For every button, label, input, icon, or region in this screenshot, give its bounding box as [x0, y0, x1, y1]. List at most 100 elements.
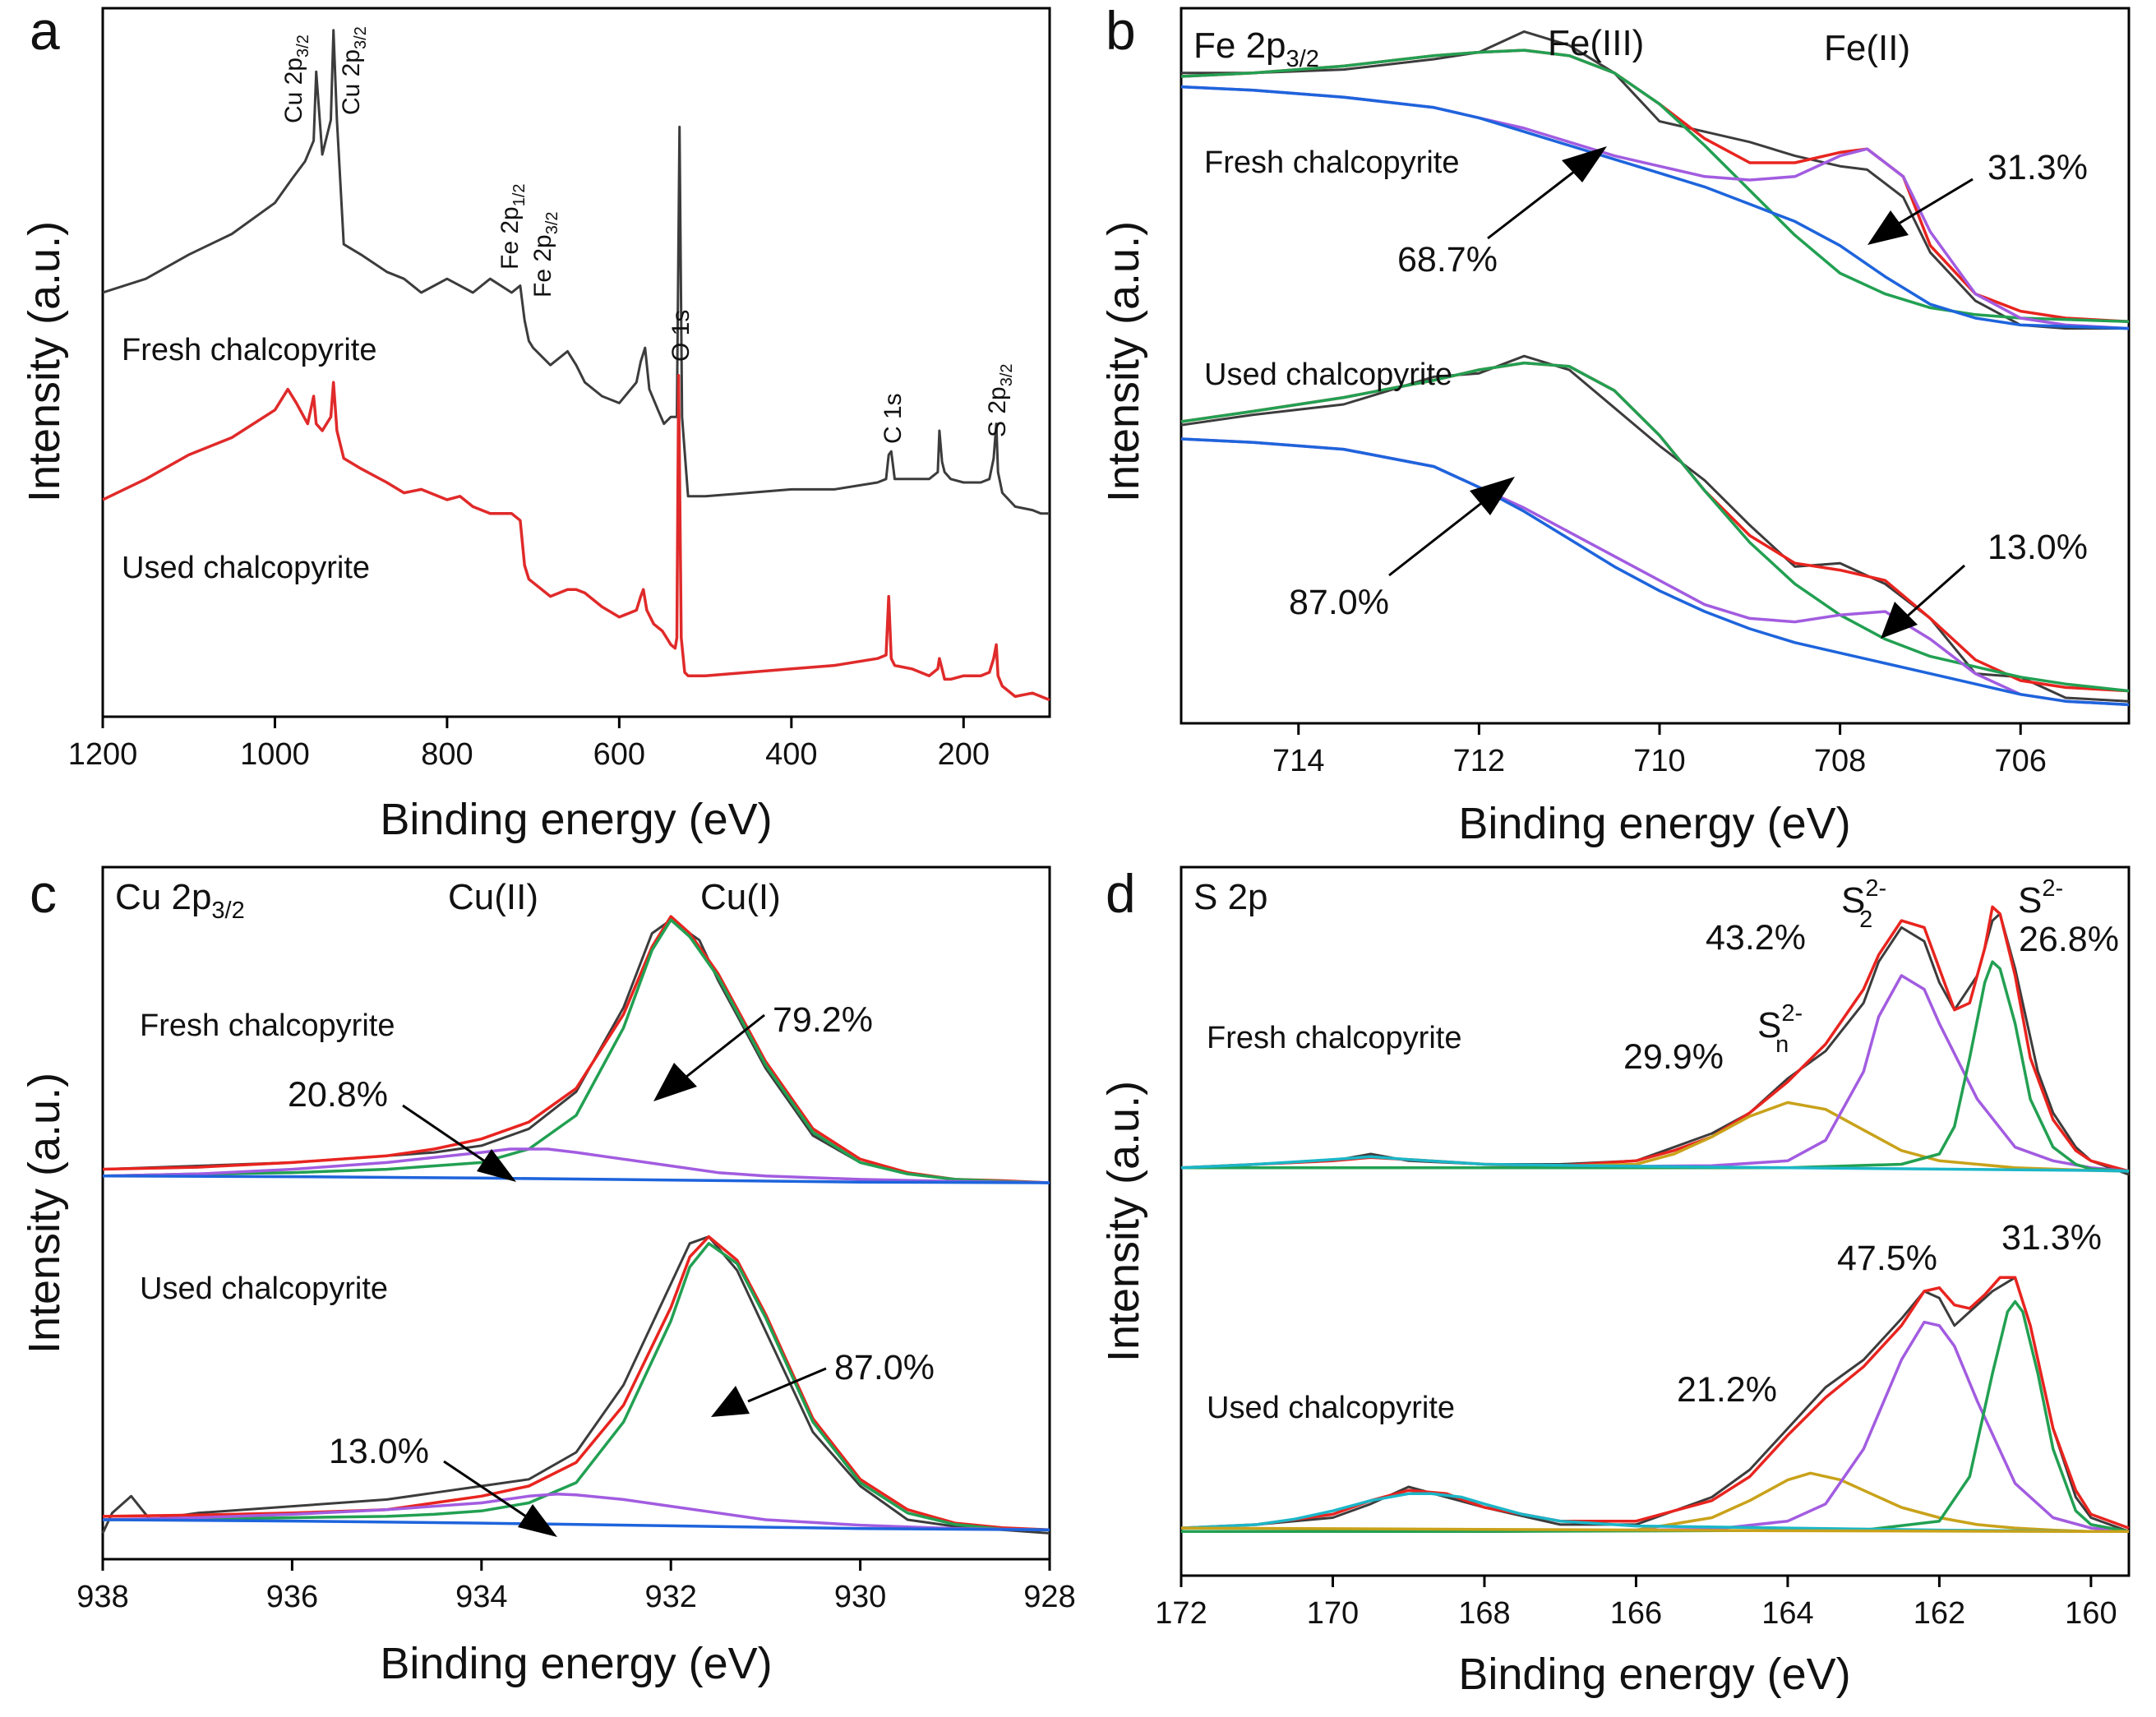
panel-c-label: c — [30, 863, 57, 924]
peak-label-o-1s: O 1s — [667, 310, 695, 362]
panel-b-fe2-label: Fe(II) — [1824, 28, 1910, 68]
panel-d-fresh-sn-percent: 29.9% — [1623, 1037, 1724, 1077]
arrowhead-c-used-cu2 — [518, 1504, 557, 1537]
panel-c-x-axis-label: Binding energy (eV) — [380, 1639, 772, 1688]
panel-d-fresh-s-percent: 26.8% — [2019, 920, 2119, 959]
panel-c-y-axis-label: Intensity (a.u.) — [20, 1073, 69, 1354]
x-tick-label: 172 — [1155, 1596, 1207, 1631]
series-line-used-envelope — [1180, 1276, 2130, 1530]
panel-b-plot-frame — [1180, 7, 2131, 725]
panel-c-used-label: Used chalcopyrite — [140, 1272, 388, 1306]
peak-label-s-2p: S 2p3/2 — [984, 363, 1016, 437]
panel-c-used-cu1-percent: 87.0% — [834, 1348, 935, 1387]
peak-label-cu-2p-1: Cu 2p3/2 — [280, 35, 312, 123]
panel-d-fresh-label: Fresh chalcopyrite — [1207, 1021, 1461, 1055]
panel-a-series — [102, 29, 1050, 702]
panel-d-sn-label: S2-n — [1757, 1000, 1803, 1058]
panel-b-fe3-label: Fe(III) — [1548, 23, 1644, 63]
peak-label-fe-2p-half: Fe 2p1/2 — [496, 183, 529, 270]
panel-b-fe-2p-spectrum: b 714 712 710 708 706 Binding energy (eV) In… — [1099, 0, 2131, 848]
panel-d-label: d — [1106, 863, 1136, 924]
panel-b-x-ticks: 714 712 710 708 706 — [1272, 723, 2047, 778]
x-tick-label: 928 — [1023, 1580, 1075, 1614]
series-line-fresh-cu-i- — [102, 918, 1050, 1184]
series-line-fresh-fe-iii- — [1180, 48, 2130, 323]
series-line-fresh-fe-ii- — [1180, 85, 2130, 330]
arrow-b-fresh-fe2 — [1898, 178, 1974, 225]
series-line-fresh-raw — [1181, 30, 2129, 330]
panel-b-used-fe2-percent: 13.0% — [1987, 528, 2088, 567]
panel-d-used-label: Used chalcopyrite — [1207, 1391, 1455, 1425]
series-line-used-chalcopyrite — [102, 374, 1050, 702]
panel-d-used-sn-percent: 21.2% — [1677, 1370, 1777, 1410]
panel-c-title: Cu 2p3/2 — [115, 877, 245, 924]
series-line-used-cu-ii- — [102, 1493, 1050, 1532]
panel-c-fresh-label: Fresh chalcopyrite — [140, 1009, 395, 1043]
panel-a-plot-frame — [101, 7, 1051, 718]
panel-d-x-axis-label: Binding energy (eV) — [1458, 1650, 1850, 1699]
x-tick-label: 600 — [593, 737, 645, 772]
panel-a-y-axis-label: Intensity (a.u.) — [20, 221, 69, 502]
arrowhead-c-fresh-cu2 — [477, 1149, 516, 1182]
arrowhead-b-used-fe3 — [1470, 477, 1515, 515]
panel-c-arrows — [402, 1013, 827, 1537]
arrowhead-b-fresh-fe2 — [1867, 210, 1909, 245]
peak-label-c-1s: C 1s — [879, 393, 907, 444]
panel-d-fresh-s2-percent: 43.2% — [1706, 918, 1806, 958]
arrow-c-used-cu2 — [443, 1460, 527, 1518]
series-line-used-background — [102, 1518, 1050, 1532]
panel-c-fresh-cu1-percent: 79.2% — [773, 1000, 873, 1040]
x-tick-label: 166 — [1610, 1596, 1662, 1631]
series-line-fresh-cu-ii- — [102, 1147, 1050, 1184]
arrow-b-used-fe3 — [1388, 500, 1484, 577]
x-tick-label: 164 — [1761, 1596, 1813, 1631]
series-line-fresh-s2 — [1181, 974, 2130, 1173]
panel-a-x-axis-label: Binding energy (eV) — [380, 795, 772, 844]
panel-d-used-s-percent: 31.3% — [2001, 1218, 2102, 1258]
arrowhead-b-used-fe2 — [1881, 602, 1918, 639]
x-tick-label: 714 — [1272, 744, 1324, 778]
panel-b-x-axis-label: Binding energy (eV) — [1458, 799, 1850, 848]
panel-d-title: S 2p — [1193, 877, 1268, 917]
x-tick-label: 400 — [765, 737, 817, 772]
panel-b-arrows — [1388, 146, 1974, 639]
panel-d-s-label: S2- — [2018, 875, 2063, 921]
x-tick-label: 936 — [266, 1580, 318, 1614]
series-line-fresh-sn — [1181, 1101, 2130, 1173]
series-line-fresh-raw — [102, 918, 1050, 1184]
peak-label-fe-2p-3half: Fe 2p3/2 — [529, 211, 561, 298]
arrow-c-fresh-cu1 — [686, 1013, 765, 1078]
panel-b-fresh-fe2-percent: 31.3% — [1987, 148, 2088, 187]
panel-b-used-label: Used chalcopyrite — [1204, 358, 1452, 392]
arrow-b-fresh-fe3 — [1487, 167, 1579, 240]
panel-a-survey-spectrum: a 1200 1000 800 600 400 200 Binding energy (e… — [20, 0, 1051, 844]
panel-b-fresh-fe3-percent: 68.7% — [1397, 240, 1498, 279]
series-line-used-background — [1180, 1526, 2129, 1534]
x-tick-label: 1200 — [68, 737, 138, 772]
arrow-c-used-cu1 — [747, 1367, 827, 1403]
x-tick-label: 934 — [455, 1580, 507, 1614]
panel-b-used-fe3-percent: 87.0% — [1289, 583, 1389, 622]
x-tick-label: 200 — [938, 737, 990, 772]
panel-b-y-axis-label: Intensity (a.u.) — [1099, 221, 1148, 502]
series-line-fresh-background — [1180, 85, 2130, 330]
x-tick-label: 938 — [76, 1580, 128, 1614]
series-line-used-s-ox — [1180, 1492, 2129, 1534]
panel-c-cu2-label: Cu(II) — [448, 877, 538, 917]
series-line-fresh-s — [1181, 960, 2130, 1173]
panel-a-used-label: Used chalcopyrite — [122, 551, 370, 585]
panel-d-plot-frame — [1180, 865, 2131, 1577]
series-line-used-sn — [1181, 1471, 2129, 1534]
x-tick-label: 708 — [1814, 744, 1866, 778]
panel-c-cu-2p-spectrum: c 938 936 934 932 930 928 Binding energy (eV)… — [20, 863, 1076, 1688]
x-tick-label: 160 — [2065, 1596, 2117, 1631]
panel-c-fresh-cu2-percent: 20.8% — [288, 1075, 388, 1115]
panel-a-fresh-label: Fresh chalcopyrite — [122, 333, 376, 367]
arrow-b-used-fe2 — [1906, 564, 1965, 618]
arrowhead-c-used-cu1 — [711, 1386, 750, 1417]
x-tick-label: 706 — [1995, 744, 2047, 778]
series-line-used-fe-iii- — [1180, 361, 2130, 693]
x-tick-label: 162 — [1914, 1596, 1965, 1631]
panel-c-x-ticks: 938 936 934 932 930 928 — [76, 1559, 1076, 1614]
